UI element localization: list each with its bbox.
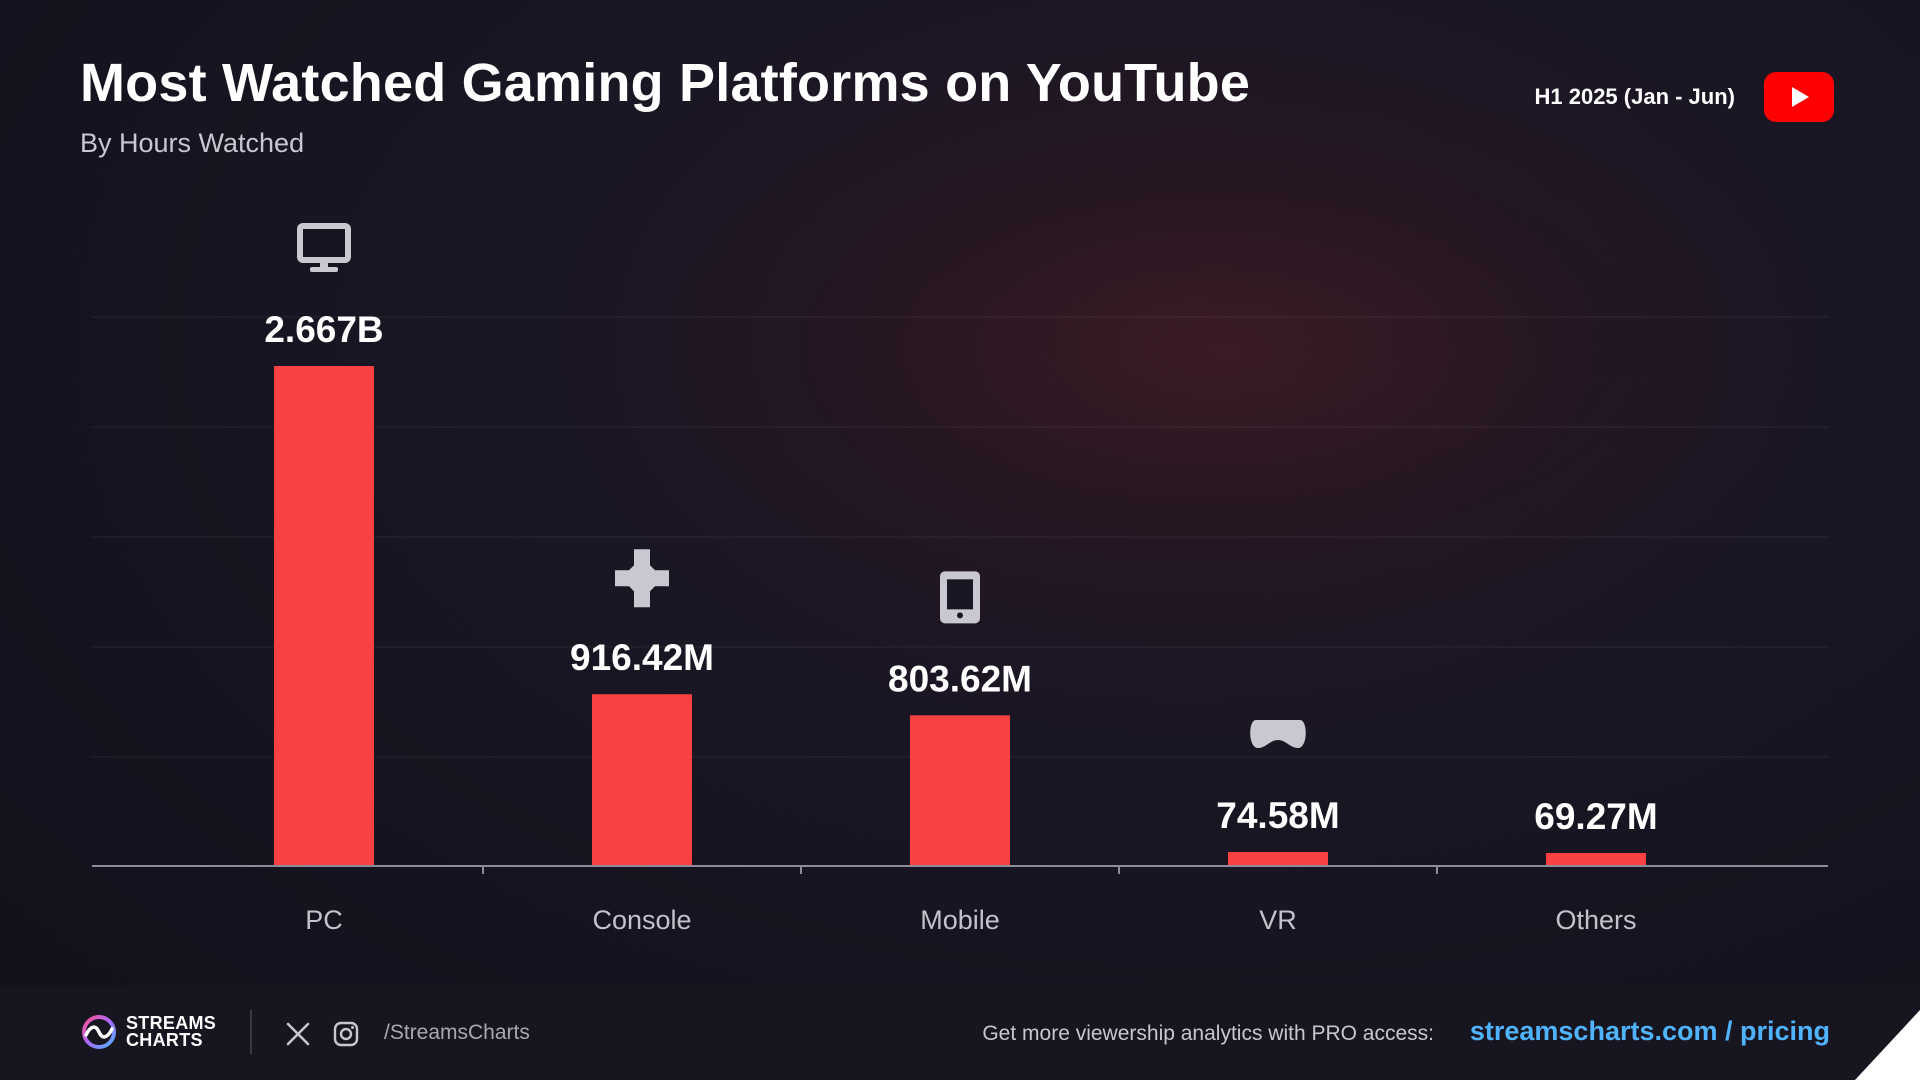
chart-title: Most Watched Gaming Platforms on YouTube <box>80 53 1251 113</box>
category-label: Mobile <box>920 905 1000 935</box>
bar <box>1228 852 1328 866</box>
bar <box>592 694 692 866</box>
bar <box>910 715 1010 866</box>
logo-text: STREAMS CHARTS <box>126 1013 217 1050</box>
pricing-link[interactable]: streamscharts.com / pricing <box>1469 1016 1830 1046</box>
gamepad-icon <box>615 549 669 608</box>
value-label: 803.62M <box>888 658 1032 699</box>
value-label: 2.667B <box>264 309 383 350</box>
value-label: 74.58M <box>1216 795 1339 836</box>
period-label: H1 2025 (Jan - Jun) <box>1534 84 1735 109</box>
chart-subtitle: By Hours Watched <box>80 128 305 158</box>
bar <box>1546 853 1646 866</box>
cta-text: Get more viewership analytics with PRO a… <box>982 1022 1434 1045</box>
footer-divider <box>250 1010 252 1054</box>
logo-line-2: CHARTS <box>126 1030 203 1050</box>
value-label: 69.27M <box>1534 796 1657 837</box>
social-handle[interactable]: /StreamsCharts <box>384 1021 530 1044</box>
x-axis <box>92 865 1828 874</box>
bar-chart: 2.667B PC 916.42M Console 803.62M Mobile 74.58… <box>92 223 1828 935</box>
vr-headset-icon <box>1250 720 1306 749</box>
footer <box>0 985 1920 1080</box>
category-label: Console <box>592 905 691 935</box>
value-label: 916.42M <box>570 637 714 678</box>
streams-charts-logo[interactable]: STREAMS CHARTS <box>80 1013 216 1051</box>
category-label: Others <box>1555 905 1636 935</box>
value-labels: 2.667B PC 916.42M Console 803.62M Mobile 74.58… <box>264 309 1657 935</box>
youtube-logo-icon <box>1764 72 1834 122</box>
corner-decoration <box>1855 1010 1920 1080</box>
monitor-icon <box>297 223 351 272</box>
logo-line-1: STREAMS <box>126 1013 217 1033</box>
category-label: PC <box>305 905 343 935</box>
category-icons <box>297 223 1306 749</box>
smartphone-icon <box>940 571 980 624</box>
bars <box>274 366 1646 866</box>
instagram-icon[interactable] <box>332 1020 360 1053</box>
streams-charts-logo-icon <box>82 1015 116 1049</box>
category-label: VR <box>1259 905 1297 935</box>
x-twitter-icon[interactable] <box>284 1020 312 1053</box>
bar <box>274 366 374 866</box>
